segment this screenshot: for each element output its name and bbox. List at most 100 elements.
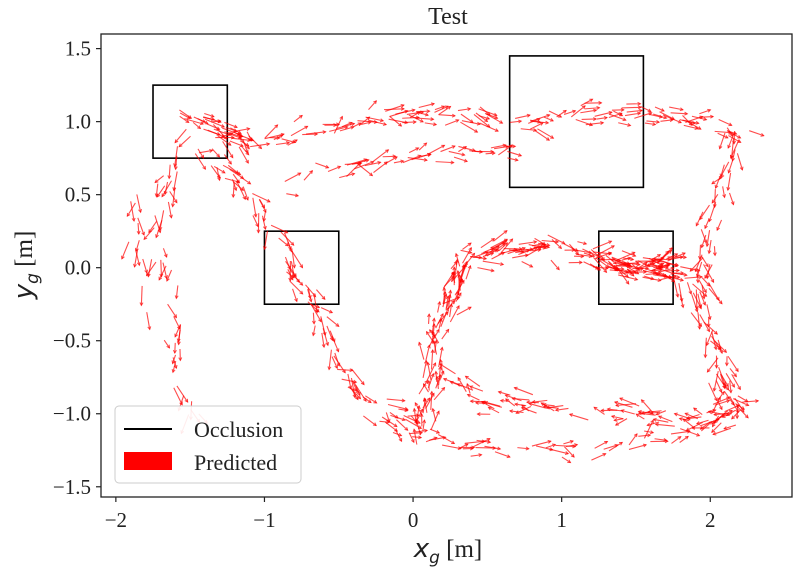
predicted-arrow-head (454, 252, 459, 257)
predicted-arrow (161, 180, 172, 197)
predicted-arrow (389, 115, 402, 127)
predicted-arrow (287, 139, 298, 146)
predicted-arrow-head (412, 120, 417, 125)
predicted-arrow-head (163, 190, 168, 196)
predicted-arrow-head (657, 415, 663, 420)
predicted-arrow-head (697, 325, 702, 330)
predicted-arrow-head (727, 169, 732, 174)
predicted-arrow-head (442, 435, 447, 440)
predicted-arrow-head (430, 102, 436, 107)
predicted-arrow-head (321, 296, 326, 301)
predicted-arrow (715, 380, 723, 393)
predicted-arrow-head (593, 406, 598, 411)
predicted-arrow (655, 423, 675, 427)
predicted-arrow (438, 106, 451, 116)
predicted-arrow-head (760, 133, 765, 137)
predicted-arrow-head (578, 260, 583, 265)
predicted-arrow-head (457, 376, 462, 381)
predicted-arrow-head (655, 411, 660, 416)
predicted-arrow (263, 210, 267, 222)
predicted-arrow (693, 407, 703, 416)
predicted-arrow (213, 165, 226, 174)
predicted-arrow (742, 400, 759, 403)
predicted-arrow-head (572, 109, 577, 114)
predicted-arrow-head (469, 385, 474, 390)
predicted-arrow (438, 114, 455, 117)
predicted-arrow (699, 314, 710, 332)
predicted-arrow (583, 252, 595, 257)
predicted-arrow-head (712, 423, 716, 428)
predicted-arrow-head (134, 247, 139, 252)
predicted-arrow (737, 395, 748, 403)
predicted-arrow-head (670, 266, 675, 271)
predicted-arrow (724, 404, 740, 413)
predicted-arrow-head (441, 386, 446, 391)
predicted-arrow (658, 267, 674, 273)
predicted-arrow (620, 261, 640, 266)
predicted-arrow (543, 116, 554, 122)
predicted-arrow-head (545, 137, 551, 141)
legend-predicted-swatch (124, 452, 172, 470)
predicted-arrow-head (348, 385, 353, 390)
predicted-arrow-head (266, 198, 271, 203)
predicted-arrow (158, 265, 167, 281)
predicted-arrow-head (615, 403, 620, 408)
predicted-arrow-head (422, 397, 427, 403)
predicted-arrow-head (533, 240, 538, 245)
predicted-arrow-head (155, 234, 159, 239)
predicted-arrow-head (461, 263, 466, 268)
predicted-arrow-head (505, 398, 510, 403)
predicted-arrow-head (426, 344, 431, 349)
y-tick-label: −1.5 (53, 475, 91, 499)
predicted-arrow-head (285, 141, 291, 145)
predicted-arrow-head (679, 107, 684, 112)
predicted-arrow-head (448, 289, 453, 294)
predicted-arrow-head (487, 406, 492, 411)
predicted-arrow (179, 112, 191, 119)
predicted-arrow-head (493, 112, 498, 117)
predicted-arrow-head (655, 119, 661, 124)
predicted-arrow-head (723, 426, 728, 430)
predicted-arrow (714, 340, 727, 353)
predicted-arrow-head (509, 238, 514, 243)
predicted-arrow (435, 371, 438, 382)
predicted-arrow-head (227, 142, 232, 146)
predicted-arrow-head (141, 231, 146, 236)
predicted-arrow (530, 244, 546, 251)
predicted-arrow (339, 126, 354, 132)
predicted-arrow (258, 199, 267, 213)
predicted-arrow-head (307, 295, 312, 300)
predicted-arrow-head (463, 146, 468, 150)
predicted-arrow-head (133, 263, 137, 268)
predicted-arrow-head (367, 120, 372, 125)
predicted-arrow-head (675, 293, 680, 298)
predicted-arrow-head (312, 293, 317, 298)
predicted-arrow (303, 170, 313, 181)
predicted-arrow (648, 113, 663, 118)
predicted-arrow (701, 234, 707, 248)
predicted-arrow (465, 265, 472, 280)
predicted-arrow-head (178, 143, 183, 148)
predicted-arrow (130, 201, 135, 222)
predicted-arrow-head (533, 128, 538, 133)
predicted-arrow-head (680, 304, 685, 309)
predicted-arrow (749, 130, 764, 137)
predicted-arrow (514, 387, 534, 396)
predicted-arrow-head (147, 326, 152, 331)
predicted-arrow (287, 241, 293, 252)
predicted-arrow-head (426, 397, 431, 402)
predicted-arrow (160, 259, 162, 277)
predicted-arrow (706, 409, 716, 414)
predicted-arrow (443, 378, 460, 385)
predicted-arrow (706, 230, 711, 247)
predicted-arrow-head (285, 242, 290, 247)
predicted-arrow (434, 105, 445, 111)
predicted-arrow (173, 316, 181, 330)
predicted-arrow-head (431, 392, 435, 397)
predicted-arrow (673, 277, 684, 281)
predicted-arrow (498, 144, 513, 156)
predicted-arrow-head (386, 420, 391, 424)
predicted-arrow-head (171, 369, 176, 374)
predicted-arrow (203, 128, 220, 136)
predicted-arrow-head (673, 412, 678, 417)
